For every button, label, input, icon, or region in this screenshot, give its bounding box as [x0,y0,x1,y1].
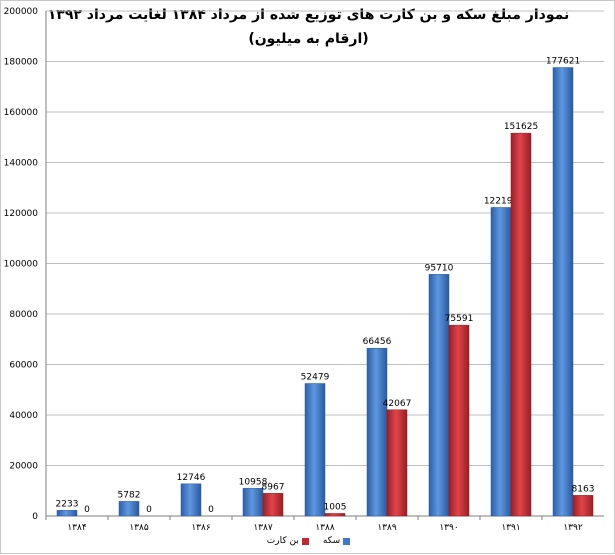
bar-coin [242,488,264,517]
y-tick-label: 20000 [9,462,38,472]
bar-coin [490,207,512,517]
data-label: 5782 [118,490,141,500]
x-tick-label: ۱۳۹۰ [439,523,458,533]
bar-card [386,409,408,517]
bar-coin [118,501,140,517]
y-tick-label: 80000 [9,310,38,320]
data-label: 151625 [504,122,538,132]
data-label: 0 [208,505,214,515]
legend-swatch [343,537,351,545]
y-tick-label: 180000 [4,58,39,68]
bar-coin [552,67,574,517]
x-tick-label: ۱۳۸۶ [191,523,211,533]
data-label: 177621 [546,57,580,67]
x-tick-label: ۱۳۸۷ [253,523,273,533]
legend-label: بن کارت [266,536,299,546]
data-label: 42067 [383,399,412,409]
data-label: 66456 [363,337,392,347]
x-tick-label: ۱۳۸۴ [67,523,87,533]
data-label: 122192 [484,196,518,206]
data-label: 52479 [301,372,330,382]
data-label: 95710 [425,263,454,273]
data-label: 0 [84,505,90,515]
y-tick-label: 120000 [4,209,39,219]
x-tick-label: ۱۳۹۱ [501,523,520,533]
data-label: 12746 [177,473,206,483]
bar-card [262,493,284,517]
data-label: 2233 [56,499,79,509]
x-tick-label: ۱۳۸۵ [129,523,149,533]
bar-card [324,513,346,517]
y-tick-label: 100000 [4,260,39,270]
data-label: 75591 [445,314,474,324]
bar-coin [428,274,450,517]
bar-coin [366,347,388,517]
y-tick-label: 200000 [4,7,39,17]
data-label: 10958 [239,477,268,487]
x-tick-label: ۱۳۸۹ [377,523,397,533]
legend-item: سکه [322,536,351,546]
legend-label: سکه [322,536,341,546]
x-tick-label: ۱۳۹۲ [563,523,583,533]
bar-coin [304,383,326,517]
bar-card [448,324,470,517]
bar-card [510,132,532,517]
data-label: 1005 [324,502,347,512]
data-label: 8967 [262,482,285,492]
bar-card [572,495,594,517]
y-tick-label: 160000 [4,108,39,118]
y-tick-label: 60000 [9,361,38,371]
y-tick-label: 40000 [9,411,38,421]
bar-coin [56,510,78,517]
x-tick-label: ۱۳۸۸ [315,523,335,533]
y-tick-label: 0 [32,512,38,522]
legend-item: بن کارت [267,536,309,546]
y-tick-label: 140000 [4,159,39,169]
data-label: 8163 [572,484,595,494]
data-label: 0 [146,505,152,515]
bar-coin [180,483,202,517]
legend-swatch [301,537,309,545]
chart-legend: سکه بن کارت [1,536,615,546]
chart-subtitle: (ارقام به میلیون) [248,31,369,47]
